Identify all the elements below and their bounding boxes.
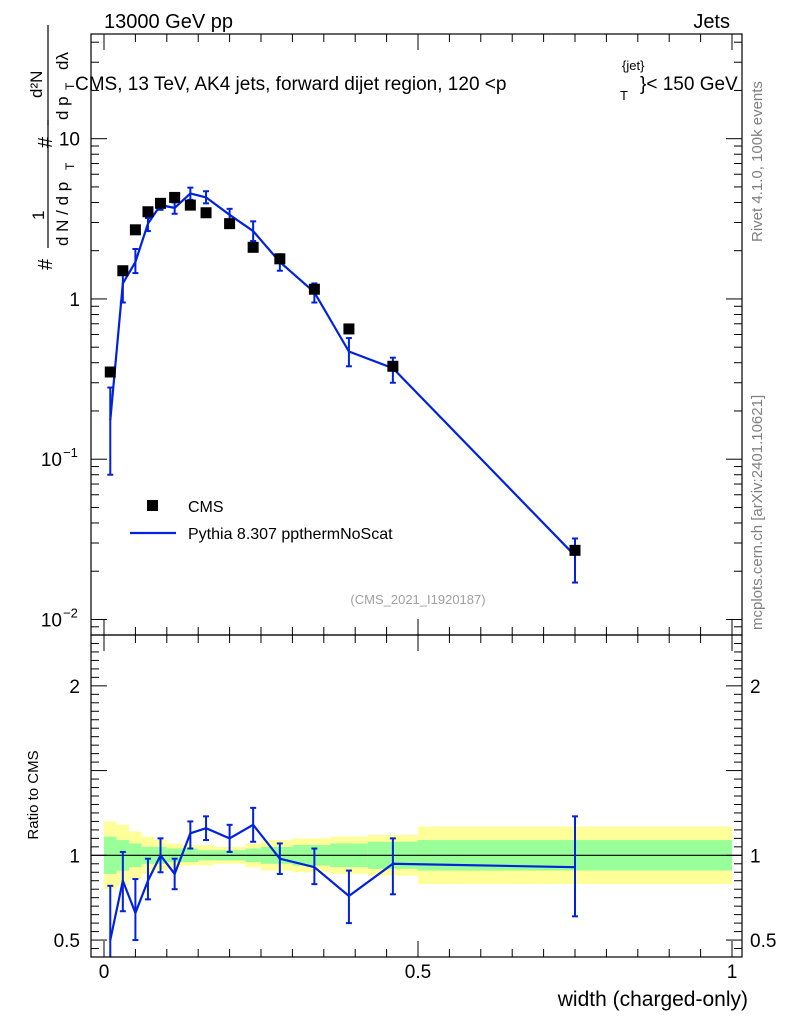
data-point-7 — [200, 207, 212, 219]
y-tick-label-exp-main-0: −2 — [63, 605, 78, 620]
legend-mc-label: Pythia 8.307 ppthermNoScat — [188, 526, 393, 543]
data-point-0 — [104, 366, 116, 378]
ylabel-dpt: d p — [53, 96, 72, 120]
y-tick-label-ratio-r-0: 0.5 — [750, 931, 776, 952]
y-axis-label-main: # 1 d N / d p T # d²N d p T dλ — [27, 25, 77, 270]
data-point-6 — [184, 199, 196, 211]
y-tick-label-main-2: 1 — [69, 290, 80, 311]
energy-label: 13000 GeV pp — [104, 11, 233, 33]
legend-data-marker — [147, 500, 158, 511]
title-sup: {jet} — [622, 58, 645, 73]
data-point-8 — [224, 218, 236, 230]
y-tick-label-main-0: 10 — [41, 610, 62, 631]
y-axis-label-ratio: Ratio to CMS — [25, 750, 42, 839]
legend: CMS Pythia 8.307 ppthermNoScat — [130, 499, 393, 543]
data-point-12 — [343, 323, 355, 335]
y-tick-label-main-3: 10 — [59, 130, 80, 151]
y-tick-label-ratio-l-2: 2 — [69, 677, 80, 698]
ylabel-t1: T — [63, 162, 77, 170]
ylabel-dndpt: d N / d p — [53, 182, 72, 246]
plot-title: CMS, 13 TeV, AK4 jets, forward dijet reg… — [75, 58, 738, 103]
x-axis-label: width (charged-only) — [557, 988, 748, 1011]
data-point-11 — [308, 283, 320, 295]
data-point-9 — [247, 241, 259, 253]
x-tick-label-0: 0 — [99, 962, 110, 983]
y-tick-label-main-1: 10 — [41, 450, 62, 471]
rivet-label: Rivet 4.1.0, 100k events — [749, 81, 766, 242]
x-tick-label-2: 1 — [727, 962, 738, 983]
data-point-10 — [274, 253, 286, 265]
y-tick-label-ratio-r-1: 1 — [750, 846, 761, 867]
site-label: mcplots.cern.ch [arXiv:2401.10621] — [749, 395, 766, 630]
data-point-1 — [117, 265, 129, 277]
legend-data-label: CMS — [188, 499, 224, 516]
ylabel-hash2: # — [35, 136, 57, 148]
ylabel-one: 1 — [29, 211, 48, 220]
main-panel-frame — [90, 33, 743, 636]
data-point-3 — [142, 206, 154, 218]
y-tick-label-ratio-l-1: 1 — [69, 846, 80, 867]
data-point-4 — [155, 197, 167, 209]
data-point-13 — [387, 360, 399, 372]
y-tick-label-exp-main-1: −1 — [63, 445, 78, 460]
title-main: CMS, 13 TeV, AK4 jets, forward dijet reg… — [75, 74, 506, 95]
ylabel-dlambda: dλ — [53, 52, 72, 70]
analysis-id: (CMS_2021_I1920187) — [350, 592, 485, 607]
x-tick-label-1: 0.5 — [405, 962, 431, 983]
data-series-main — [104, 191, 581, 556]
ylabel-hash1: # — [35, 258, 57, 270]
ylabel-t2: T — [63, 82, 77, 90]
mc-line-main — [109, 192, 576, 557]
ratio-panel-frame — [90, 634, 743, 958]
category-label: Jets — [693, 11, 730, 33]
data-point-14 — [569, 544, 581, 556]
y-tick-label-ratio-l-0: 0.5 — [54, 931, 80, 952]
title-sub: T — [620, 88, 628, 103]
title-end: }< 150 GeV — [640, 74, 738, 95]
y-tick-label-ratio-r-2: 2 — [750, 677, 761, 698]
mc-series-main — [107, 186, 578, 584]
ylabel-d2n: d²N — [27, 71, 46, 98]
data-point-2 — [129, 224, 141, 236]
mc-series-ratio — [107, 806, 578, 957]
data-point-5 — [169, 191, 181, 203]
